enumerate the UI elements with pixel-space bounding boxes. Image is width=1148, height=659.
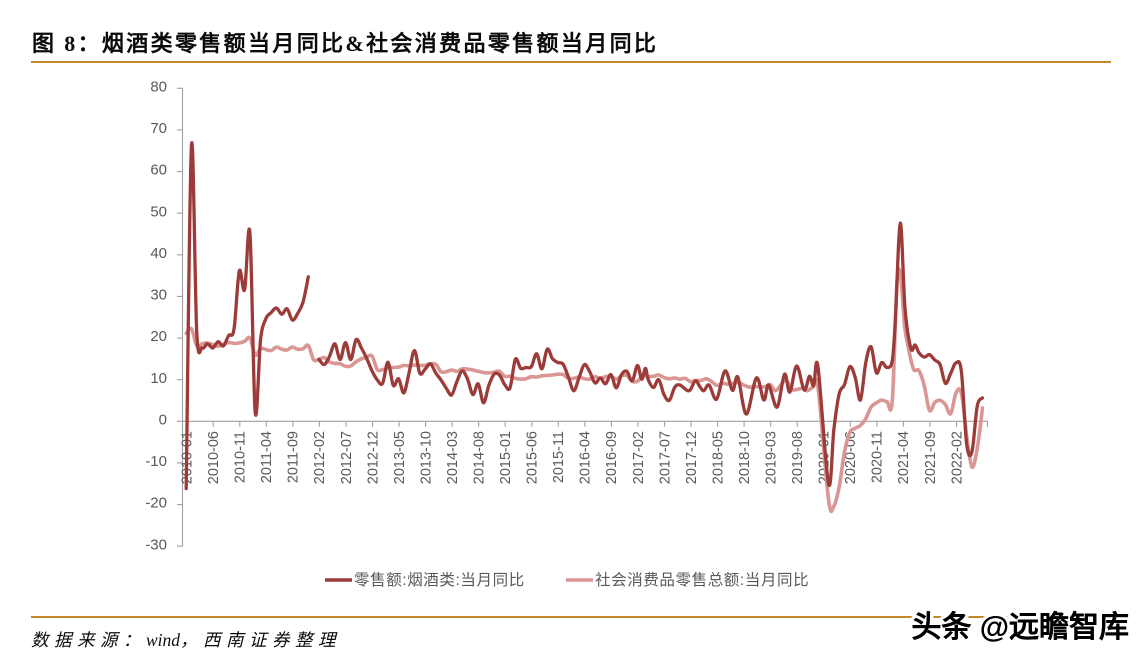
svg-text:2015-01: 2015-01	[498, 431, 514, 484]
svg-text:2010-11: 2010-11	[233, 431, 249, 483]
svg-text:2011-04: 2011-04	[259, 431, 275, 483]
svg-text:0: 0	[159, 411, 167, 428]
svg-text:20: 20	[150, 328, 167, 345]
svg-text:60: 60	[150, 162, 167, 179]
svg-text:2012-12: 2012-12	[365, 431, 381, 484]
svg-text:2012-02: 2012-02	[312, 431, 328, 484]
svg-text:2020-06: 2020-06	[843, 431, 859, 484]
svg-text:2013-10: 2013-10	[418, 431, 434, 484]
svg-text:2012-07: 2012-07	[339, 431, 355, 484]
svg-text:零售额:烟酒类:当月同比: 零售额:烟酒类:当月同比	[354, 571, 525, 589]
svg-text:30: 30	[150, 287, 167, 304]
svg-text:2021-04: 2021-04	[896, 431, 912, 484]
svg-text:2015-06: 2015-06	[525, 431, 541, 484]
svg-text:头条 @远瞻智库: 头条 @远瞻智库	[911, 611, 1129, 644]
svg-text:2015-11: 2015-11	[551, 431, 567, 483]
svg-text:10: 10	[150, 370, 167, 387]
svg-text:-20: -20	[145, 495, 167, 512]
svg-text:头条 @远瞻智库: 头条 @远瞻智库	[911, 611, 1129, 644]
svg-text:2018-05: 2018-05	[710, 431, 726, 484]
svg-text:2019-08: 2019-08	[790, 431, 806, 484]
svg-text:2013-05: 2013-05	[392, 431, 408, 484]
svg-text:社会消费品零售总额:当月同比: 社会消费品零售总额:当月同比	[595, 571, 809, 589]
svg-text:70: 70	[150, 120, 167, 137]
svg-text:-10: -10	[145, 453, 167, 470]
svg-text:2017-07: 2017-07	[657, 431, 673, 484]
svg-text:2017-02: 2017-02	[631, 431, 647, 484]
svg-text:40: 40	[150, 245, 167, 262]
svg-text:2016-09: 2016-09	[604, 431, 620, 484]
svg-text:2017-12: 2017-12	[684, 431, 700, 484]
svg-text:2020-11: 2020-11	[870, 431, 886, 483]
svg-text:2014-08: 2014-08	[472, 431, 488, 484]
svg-text:2014-03: 2014-03	[445, 431, 461, 484]
svg-text:2016-04: 2016-04	[578, 431, 594, 484]
svg-text:2019-03: 2019-03	[764, 431, 780, 484]
svg-text:2018-10: 2018-10	[737, 431, 753, 484]
svg-text:2010-06: 2010-06	[206, 431, 222, 484]
svg-text:2011-09: 2011-09	[286, 431, 302, 483]
svg-text:2022-02: 2022-02	[949, 431, 965, 484]
svg-text:80: 80	[150, 78, 167, 95]
svg-text:50: 50	[150, 203, 167, 220]
svg-text:-30: -30	[145, 536, 167, 553]
svg-text:2021-09: 2021-09	[923, 431, 939, 484]
